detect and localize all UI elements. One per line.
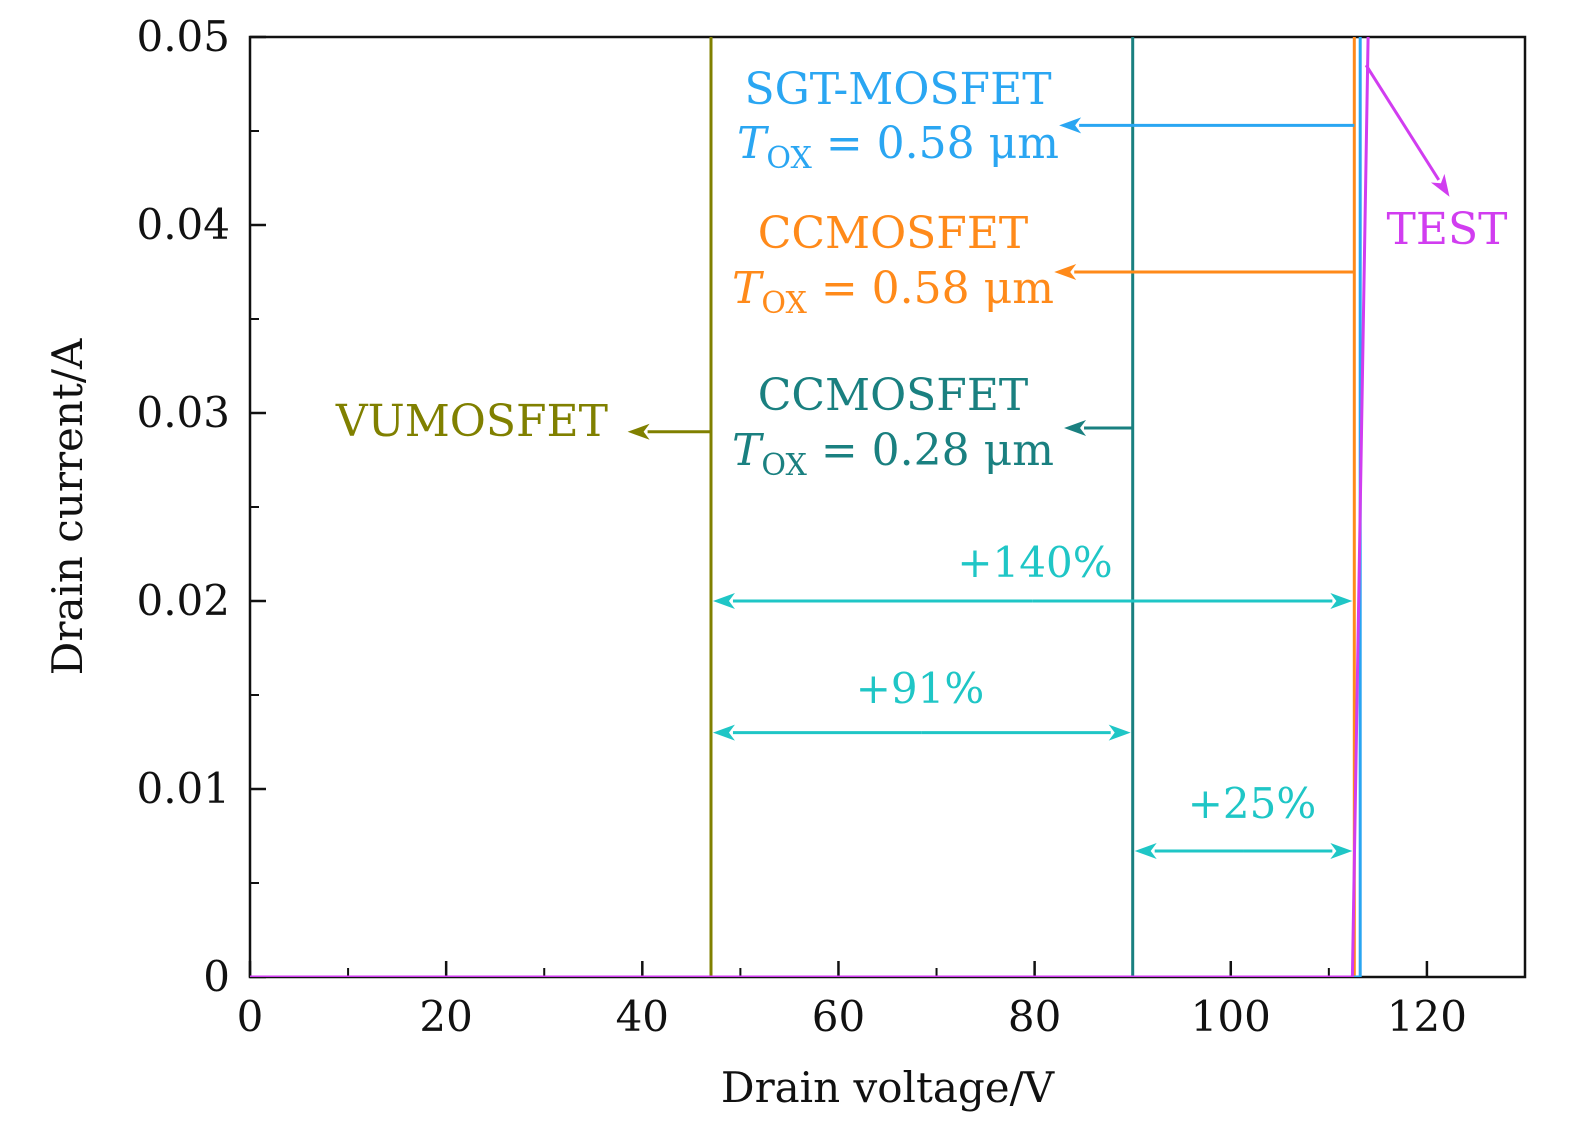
x-axis-title: Drain voltage/V <box>721 1063 1055 1112</box>
y-tick-label: 0.05 <box>136 12 230 61</box>
pct-arrow-2-right-head <box>1330 843 1353 860</box>
x-tick-label: 120 <box>1387 992 1467 1041</box>
pct-label-140: +140% <box>957 538 1112 587</box>
x-tick-label: 20 <box>419 992 472 1041</box>
cc028-tox-symbol: T <box>732 425 765 476</box>
series-line-1 <box>250 37 1135 977</box>
series-line-3 <box>250 37 1362 977</box>
pct-label-25: +25% <box>1188 779 1317 828</box>
y-tick-label: 0.02 <box>136 576 230 625</box>
y-tick-label: 0.01 <box>136 764 230 813</box>
cc028-tox-label: TOX = 0.28 μm <box>732 425 1054 483</box>
series-line-2 <box>250 37 1356 977</box>
y-tick-label: 0.04 <box>136 200 230 249</box>
cc028-title: CCMOSFET <box>758 370 1029 421</box>
pct-label-91: +91% <box>856 664 985 713</box>
x-tick-label: 80 <box>1008 992 1061 1041</box>
cc058-tox-symbol: T <box>732 263 765 314</box>
y-tick-label: 0.03 <box>136 388 230 437</box>
pct-arrow-1-left-head <box>712 724 735 741</box>
vumosfet-label: VUMOSFET <box>335 396 608 447</box>
cc028-tox-value: = 0.28 μm <box>807 425 1054 476</box>
test-arrow-head <box>1430 173 1450 197</box>
series-group <box>250 37 1370 977</box>
x-tick-label: 60 <box>812 992 865 1041</box>
sgt-tox-value: = 0.58 μm <box>812 118 1059 169</box>
sgt-tox-label: TOX = 0.58 μm <box>737 118 1059 176</box>
series-line-4 <box>250 37 1370 977</box>
x-tick-label: 40 <box>616 992 669 1041</box>
sgt-tox-symbol: T <box>737 118 770 169</box>
cc058-arrow-head <box>1054 264 1077 280</box>
cc028-tox-subscript: OX <box>761 448 807 483</box>
pct-arrow-0-right-head <box>1330 593 1353 609</box>
sgt-arrow-head <box>1059 117 1082 134</box>
cc058-title: CCMOSFET <box>758 208 1029 259</box>
cc028-arrow-head <box>1064 420 1087 437</box>
y-tick-label: 0 <box>203 952 230 1001</box>
sgt-title: SGT-MOSFET <box>744 64 1051 115</box>
y-axis-title: Drain current/A <box>43 338 92 675</box>
axes-frame: 0 20 40 60 80 100 120 0 0.01 0.02 0.03 0.04 0.05 Drai… <box>43 12 1527 1112</box>
x-tick-label: 0 <box>237 992 264 1041</box>
cc058-tox-subscript: OX <box>761 286 807 321</box>
sgt-tox-subscript: OX <box>766 141 812 176</box>
pct-arrow-0-left-head <box>712 593 735 609</box>
pct-arrow-1-right-head <box>1108 724 1131 741</box>
test-label: TEST <box>1387 204 1508 255</box>
cc058-tox-label: TOX = 0.58 μm <box>732 263 1054 321</box>
plot-frame <box>248 35 1527 979</box>
annotation-arrows <box>627 64 1450 860</box>
pct-arrow-2-left-head <box>1134 843 1157 860</box>
series-line-0 <box>250 37 713 977</box>
cc058-tox-value: = 0.58 μm <box>807 263 1054 314</box>
vumos-arrow-head <box>627 423 650 440</box>
x-tick-label: 100 <box>1191 992 1271 1041</box>
test-arrow-shaft <box>1364 64 1441 181</box>
